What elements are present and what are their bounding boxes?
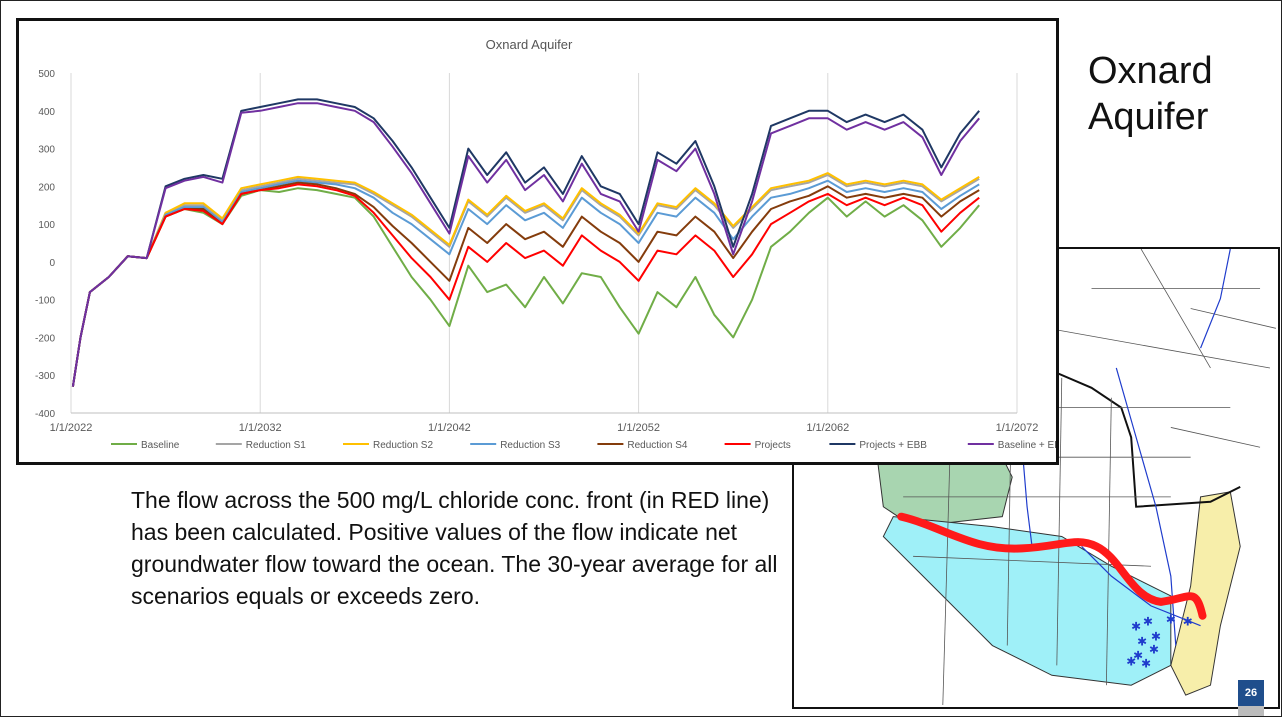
chart-series — [71, 98, 980, 387]
well-marker: ✱ — [1131, 620, 1141, 634]
x-tick-label: 1/1/2032 — [239, 422, 282, 434]
y-tick-label: 200 — [38, 182, 55, 193]
y-tick-label: -300 — [35, 371, 55, 382]
well-marker: ✱ — [1143, 615, 1153, 629]
y-tick-label: 100 — [38, 220, 55, 231]
legend-label: Reduction S3 — [500, 440, 560, 451]
y-tick-label: -100 — [35, 296, 55, 307]
x-tick-label: 1/1/2062 — [806, 422, 849, 434]
chart-container: Oxnard Aquifer 1/1/2022 1/1/2032 1/1/2042 1… — [16, 18, 1059, 465]
chart-grid — [70, 73, 1018, 413]
well-marker: ✱ — [1151, 630, 1161, 644]
slide-title: Oxnard Aquifer — [1088, 48, 1213, 140]
series-line-reduction-s3 — [71, 179, 980, 387]
well-marker: ✱ — [1126, 654, 1136, 668]
legend-label: Projects — [755, 440, 791, 451]
slide-title-line1: Oxnard — [1088, 50, 1213, 92]
slide-title-line2: Aquifer — [1088, 96, 1209, 138]
y-tick-label: -400 — [35, 409, 55, 420]
x-tick-label: 1/1/2022 — [50, 422, 93, 434]
series-line-baseline — [71, 187, 980, 387]
well-marker: ✱ — [1166, 613, 1176, 627]
body-text: The flow across the 500 mg/L chloride co… — [131, 487, 778, 609]
map-well-markers: ✱ ✱ ✱ ✱ ✱ ✱ ✱ ✱ ✱ ✱ — [1126, 613, 1193, 671]
map-zone-yellow — [1170, 491, 1241, 696]
line-chart: Oxnard Aquifer 1/1/2022 1/1/2032 1/1/2042 1… — [35, 37, 1056, 451]
well-marker: ✱ — [1183, 615, 1193, 629]
legend-label: Reduction S1 — [246, 440, 306, 451]
well-marker: ✱ — [1137, 635, 1147, 649]
legend-label: Baseline + EBB — [998, 440, 1056, 451]
legend-label: Baseline — [141, 440, 180, 451]
map-zone-cyan — [882, 516, 1172, 686]
y-tick-label: 500 — [38, 69, 55, 80]
y-tick-label: 0 — [49, 258, 55, 269]
series-line-reduction-s4 — [71, 181, 980, 387]
page-number: 26 — [1238, 680, 1264, 706]
x-tick-label: 1/1/2052 — [617, 422, 660, 434]
legend-label: Reduction S2 — [373, 440, 433, 451]
series-line-projects-ebb — [71, 98, 980, 387]
y-tick-label: 400 — [38, 107, 55, 118]
legend-label: Projects + EBB — [859, 440, 927, 451]
page-number-shadow — [1238, 706, 1264, 716]
x-tick-label: 1/1/2042 — [428, 422, 471, 434]
chart-axes: 1/1/2022 1/1/2032 1/1/2042 1/1/2052 1/1/2062… — [35, 69, 1038, 434]
map-chloride-front-line — [897, 512, 1207, 620]
well-marker: ✱ — [1149, 642, 1159, 656]
y-tick-label: -200 — [35, 333, 55, 344]
chart-title: Oxnard Aquifer — [486, 37, 573, 52]
chart-legend: Baseline Reduction S1 Reduction S2 Reductio… — [111, 440, 1056, 451]
well-marker: ✱ — [1133, 648, 1143, 662]
x-tick-label: 1/1/2072 — [996, 422, 1039, 434]
well-marker: ✱ — [1141, 656, 1151, 670]
series-line-baseline-ebb — [71, 102, 980, 387]
series-line-projects — [71, 183, 980, 387]
legend-label: Reduction S4 — [627, 440, 687, 451]
y-tick-label: 300 — [38, 145, 55, 156]
series-line-reduction-s2 — [71, 172, 980, 387]
series-line-reduction-s1 — [71, 174, 980, 387]
